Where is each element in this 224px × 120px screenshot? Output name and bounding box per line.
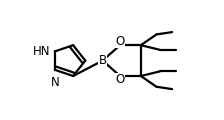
Text: O: O [115,73,125,86]
Text: B: B [99,54,107,67]
Text: N: N [51,76,59,89]
Text: O: O [115,35,125,48]
Text: HN: HN [33,45,51,58]
